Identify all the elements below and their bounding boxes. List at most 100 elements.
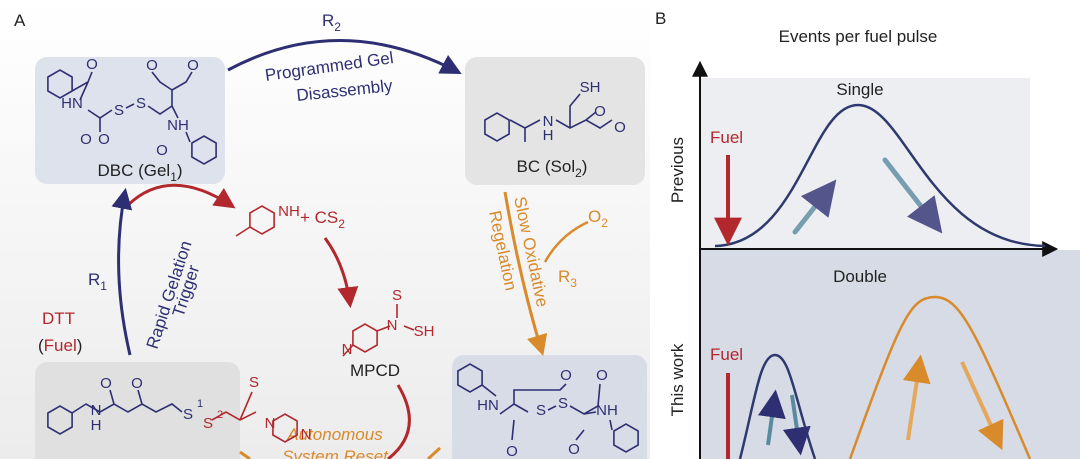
dtt-label: DTT (42, 309, 75, 328)
atom-label: S (114, 102, 124, 119)
ring (457, 363, 483, 393)
reset-tick (239, 450, 251, 459)
r3-label: R3 (558, 267, 577, 290)
reset-tick (426, 446, 442, 459)
panel-label: A (14, 11, 26, 30)
oxygen-arrow (543, 220, 589, 263)
fuel-label: Fuel (710, 345, 743, 364)
bond (609, 419, 613, 431)
fuel-label: (Fuel) (38, 336, 82, 355)
atom-label: O (156, 142, 168, 159)
atom-label: N (301, 426, 312, 443)
atom-label: O (131, 375, 143, 392)
decay-arrow (960, 361, 1004, 451)
mode-label: Single (836, 80, 883, 99)
atom-label: N (387, 317, 398, 334)
atom-label: N (265, 415, 276, 432)
panel-label: B (655, 9, 666, 28)
bond (137, 389, 143, 405)
r1-label: R1 (88, 270, 107, 293)
bond (171, 71, 193, 91)
atom-label: NH (278, 203, 300, 220)
cs2-arrow (323, 237, 359, 309)
fuel-arrow (126, 183, 236, 209)
atom-label: HN (61, 95, 83, 112)
atom-label: O (98, 131, 110, 148)
disassembly-arrow (227, 39, 462, 74)
bond (342, 344, 354, 357)
bond (71, 403, 101, 414)
first-peak (738, 353, 817, 459)
atom-label: N (91, 402, 102, 419)
bond (511, 419, 515, 441)
bond (513, 383, 567, 404)
bond (79, 81, 89, 101)
second-peak (848, 295, 1032, 459)
atom-label: O (100, 375, 112, 392)
bond (211, 411, 257, 421)
atom-label: HN (477, 397, 499, 414)
row-label: Previous (668, 137, 687, 203)
mpcd-label: MPCD (350, 361, 400, 380)
atom-label: O (86, 56, 98, 73)
bond (583, 411, 597, 415)
bond (569, 383, 601, 415)
atom-label: H (543, 127, 554, 144)
atom-label: S (558, 395, 568, 412)
bond (575, 429, 585, 441)
atom-label: 1 (197, 398, 203, 410)
ring (484, 112, 510, 142)
decay-arrow (782, 394, 811, 456)
cs2-label: + CS2 (300, 208, 345, 231)
oxygen-label: O2 (588, 207, 608, 230)
atom-label: 2 (217, 409, 223, 421)
ring (249, 205, 275, 235)
atom-label: N (543, 113, 554, 130)
ring (47, 69, 73, 99)
atom-label: O (614, 119, 626, 136)
rise-arrow (902, 354, 931, 441)
bond (481, 384, 497, 397)
atom-label: O (568, 441, 580, 458)
previous-band (700, 78, 1030, 249)
ring (613, 423, 639, 453)
sol-box (465, 57, 645, 185)
bond (547, 405, 557, 411)
atom-label: O (146, 57, 158, 74)
bond (109, 389, 115, 405)
decay-arrow (882, 157, 943, 234)
adduct-box (35, 362, 240, 459)
row-label: This work (668, 343, 687, 416)
atom-label: S (249, 374, 259, 391)
atom-label: O (80, 131, 92, 148)
atom-label: H (91, 417, 102, 434)
single-peak (714, 103, 1046, 248)
r2-label: R2 (322, 11, 341, 34)
bond (185, 131, 191, 143)
atom-label: S (136, 95, 146, 112)
bond (125, 103, 135, 109)
bond (235, 226, 251, 237)
reset-text: System Reset (282, 447, 389, 459)
fuel-label: Fuel (710, 128, 743, 147)
reset-text: Autonomous (286, 425, 383, 444)
bond (376, 325, 391, 332)
mode-label: Double (833, 267, 887, 286)
gel-box (35, 57, 225, 184)
atom-label: SH (414, 323, 435, 340)
panel-title: Events per fuel pulse (779, 27, 938, 46)
gel-name: DBC (Gel1) (97, 161, 182, 184)
atom-label: O (596, 367, 608, 384)
bond (171, 105, 179, 119)
atom-label: S (183, 406, 193, 423)
atom-label: S (203, 415, 213, 432)
regelation-arrow (503, 191, 548, 357)
ring (272, 413, 298, 443)
rise-arrow (758, 389, 786, 446)
sol-name: BC (Sol2) (517, 157, 588, 180)
atom-label: O (187, 57, 199, 74)
bond (403, 325, 415, 331)
bond (147, 71, 173, 115)
atom-label: SH (580, 79, 601, 96)
